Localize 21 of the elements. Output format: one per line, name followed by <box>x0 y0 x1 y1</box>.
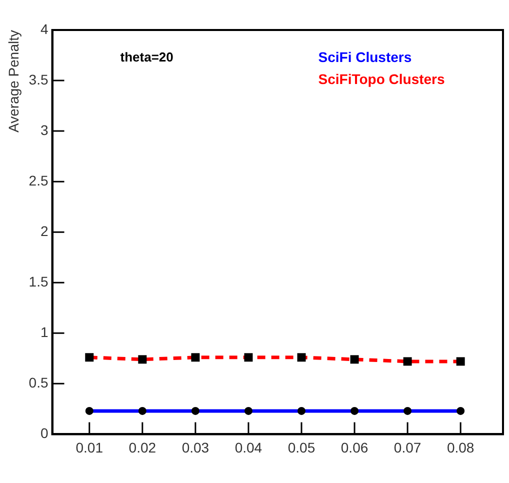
y-tick-label: 2.5 <box>28 172 48 188</box>
y-axis-title: Average Penalty <box>5 30 22 132</box>
y-tick-label: 1 <box>40 324 48 340</box>
y-tick-label: 3 <box>40 122 48 138</box>
y-tick-label: 1.5 <box>28 273 48 290</box>
y-tick-label: 2 <box>40 222 48 239</box>
y-tick-label: 3.5 <box>28 71 48 88</box>
x-tick-label: 0.08 <box>446 439 474 456</box>
y-tick-label: 4 <box>40 20 48 37</box>
annotation: theta=20 <box>120 50 174 65</box>
y-tick-label: 0 <box>40 425 48 442</box>
x-tick-label: 0.02 <box>128 439 156 456</box>
x-tick-label: 0.06 <box>340 439 368 456</box>
x-tick-label: 0.03 <box>182 439 210 456</box>
x-tick-label: 0.05 <box>288 439 316 456</box>
x-tick-label: 0.01 <box>76 439 104 456</box>
y-tick-label: 0.5 <box>28 374 48 391</box>
x-tick-label: 0.07 <box>394 439 422 456</box>
x-tick-label: 0.04 <box>234 439 262 456</box>
text: SciFiTopo Clusters <box>318 70 446 87</box>
text: SciFi Clusters <box>318 48 412 65</box>
